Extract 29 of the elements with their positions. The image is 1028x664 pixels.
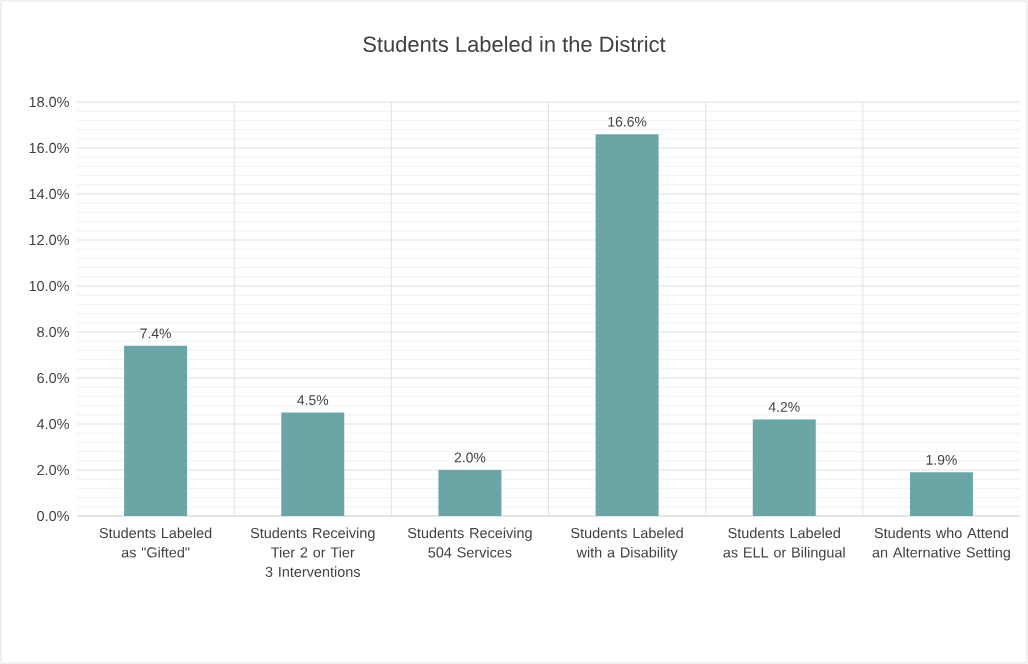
bar (752, 419, 816, 516)
x-tick-label: Students Labeled as "Gifted" (99, 527, 212, 558)
data-label: 7.4% (140, 328, 171, 339)
x-tick-label: Students Receiving Tier 2 or Tier 3 Interventions (250, 527, 375, 577)
y-tick-label: 0.0% (37, 510, 69, 522)
y-tick-label: 6.0% (37, 372, 69, 384)
data-label: 2.0% (454, 452, 486, 463)
x-tick-label: Students who Attend an Alternative Setting (872, 527, 1010, 561)
data-label: 16.6% (608, 116, 647, 127)
chart-title: Students Labeled in the District (363, 35, 666, 53)
bar (124, 345, 188, 516)
y-tick-label: 10.0% (29, 280, 69, 292)
y-tick-label: 2.0% (37, 464, 69, 476)
x-tick-label: Students Labeled with a Disability (571, 527, 683, 561)
y-tick-label: 12.0% (29, 234, 69, 246)
data-label: 4.5% (297, 395, 329, 405)
y-tick-label: 14.0% (29, 188, 69, 200)
bar (438, 470, 502, 516)
data-label: 1.9% (926, 454, 957, 465)
y-tick-label: 18.0% (29, 96, 69, 108)
y-tick-label: 8.0% (37, 326, 69, 338)
bar (595, 134, 659, 516)
x-tick-label: Students Receiving 504 Services (407, 527, 532, 558)
bar (909, 472, 973, 516)
bar (281, 412, 345, 516)
x-tick-label: Students Labeled as ELL or Bilingual (723, 527, 845, 561)
data-label: 4.2% (768, 402, 800, 412)
y-tick-label: 16.0% (29, 142, 69, 154)
y-tick-label: 4.0% (36, 418, 69, 430)
